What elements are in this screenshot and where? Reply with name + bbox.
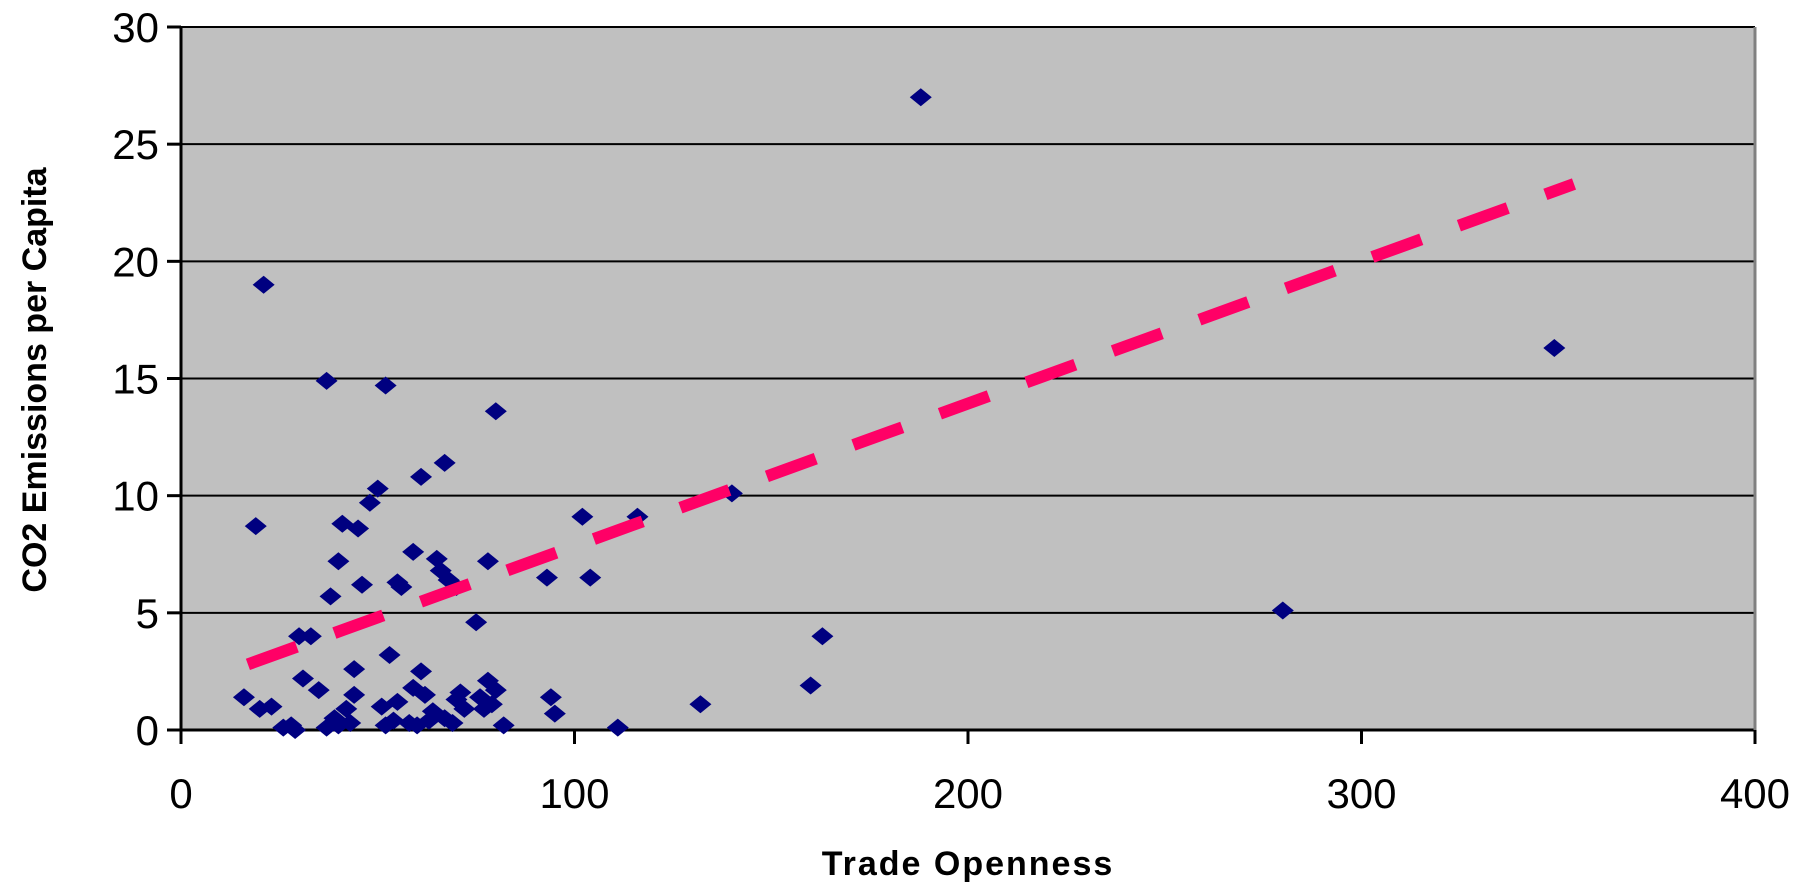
x-tick-label: 400 <box>1720 770 1790 817</box>
y-tick-label: 15 <box>112 356 159 403</box>
x-tick-label: 100 <box>539 770 609 817</box>
y-tick-label: 20 <box>112 238 159 285</box>
y-axis-ticks: 0 5 10 15 20 25 30 <box>112 4 181 754</box>
y-tick-label: 0 <box>136 707 159 754</box>
x-axis-title: Trade Openness <box>822 845 1115 882</box>
y-axis-title: CO2 Emissions per Capita <box>16 166 54 592</box>
x-tick-label: 200 <box>933 770 1003 817</box>
y-tick-label: 5 <box>136 590 159 637</box>
y-tick-label: 30 <box>112 4 159 51</box>
y-tick-label: 10 <box>112 473 159 520</box>
y-tick-label: 25 <box>112 121 159 168</box>
x-tick-label: 300 <box>1326 770 1396 817</box>
x-tick-label: 0 <box>169 770 192 817</box>
x-axis-ticks: 0 100 200 300 400 <box>169 730 1790 817</box>
